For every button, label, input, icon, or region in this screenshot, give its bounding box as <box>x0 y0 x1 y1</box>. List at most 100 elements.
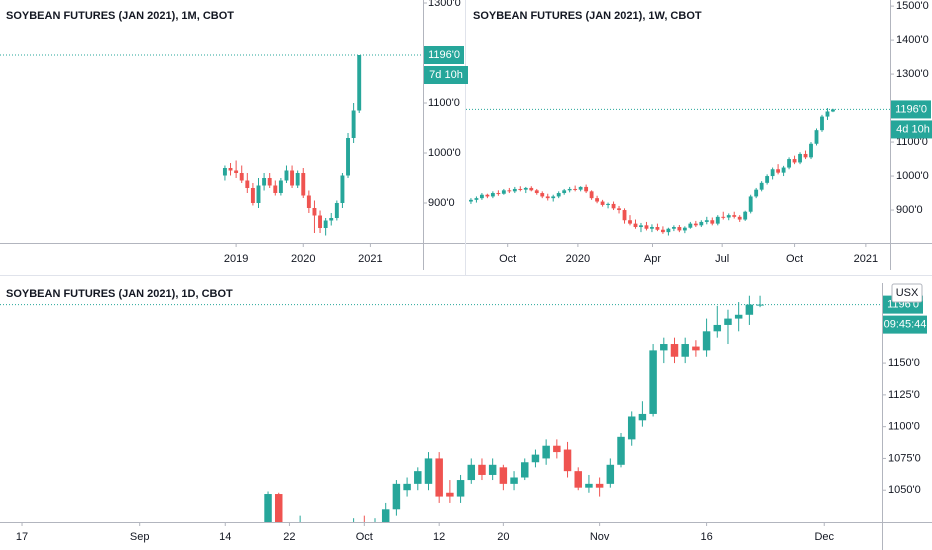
last-price-label: 1196'0 <box>428 49 460 61</box>
candle-body <box>831 109 835 112</box>
candle-body <box>787 159 791 168</box>
candle-body <box>732 215 737 217</box>
candle-body <box>584 186 589 192</box>
candle-body <box>469 199 473 202</box>
y-tick-label: 1500'0 <box>896 0 929 12</box>
candle-body <box>496 193 501 195</box>
y-tick-label: 900'0 <box>428 197 455 209</box>
candle-body <box>403 483 411 491</box>
candle-body <box>529 187 534 191</box>
y-tick-label: 1000'0 <box>896 170 929 182</box>
candle-body <box>715 216 720 224</box>
y-tick-label: 1000'0 <box>428 147 461 159</box>
candle-body <box>671 227 676 229</box>
candle-body <box>523 187 528 190</box>
x-tick-label: 2021 <box>358 253 382 265</box>
candle-body <box>688 223 693 228</box>
candle-body <box>638 413 647 421</box>
candle-body <box>726 215 731 218</box>
candle-body <box>681 344 689 357</box>
countdown-label: 7d 10h <box>429 69 463 81</box>
candle-body <box>567 188 572 191</box>
candle-body <box>660 344 668 351</box>
candle-body <box>540 193 545 197</box>
candle-body <box>776 169 781 173</box>
candle-body <box>809 143 813 158</box>
x-tick-label: 2021 <box>854 253 878 265</box>
candle-body <box>435 458 443 497</box>
y-tick-label: 900'0 <box>896 204 923 216</box>
x-tick-label: 2020 <box>566 253 590 265</box>
candle-body <box>499 467 508 484</box>
candle-body <box>585 483 593 488</box>
candle-body <box>273 185 278 193</box>
y-tick-label: 1050'0 <box>888 484 921 496</box>
candle-body <box>334 203 339 218</box>
candle-body <box>488 464 497 475</box>
candle-body <box>290 170 295 186</box>
candle-body <box>556 193 561 197</box>
x-tick-label: 2020 <box>291 253 315 265</box>
x-tick-label: 16 <box>700 531 712 543</box>
candle-body <box>765 176 770 183</box>
candle-body <box>759 182 764 190</box>
candle-body <box>542 445 550 459</box>
candle-body <box>295 173 300 186</box>
candle-body <box>611 203 616 209</box>
x-tick-label: Apr <box>644 253 661 265</box>
x-tick-label: Oct <box>356 531 373 543</box>
candle-body <box>346 138 350 176</box>
x-tick-label: Dec <box>814 531 834 543</box>
x-tick-label: Sep <box>130 531 150 543</box>
candle-body <box>446 492 454 497</box>
candle-body <box>239 173 244 181</box>
candle-body <box>521 462 529 478</box>
candle-body <box>666 228 671 233</box>
candle-body <box>660 229 665 233</box>
countdown-tag <box>891 120 932 139</box>
x-tick-label: 12 <box>433 531 445 543</box>
candle-body <box>734 314 743 319</box>
candle-body <box>467 464 476 481</box>
last-price-tag <box>424 46 464 64</box>
candle-body <box>479 194 484 199</box>
candle-body <box>562 190 567 194</box>
x-tick-label: Oct <box>786 253 803 265</box>
candle-body <box>770 169 775 177</box>
candle-body <box>312 208 317 216</box>
candle-body <box>262 178 267 186</box>
y-tick-label: 1400'0 <box>896 34 929 46</box>
candle-body <box>589 191 594 199</box>
candle-body <box>677 227 682 231</box>
candle-body <box>606 464 615 484</box>
candle-body <box>414 471 422 484</box>
candle-body <box>825 111 830 117</box>
candle-body <box>692 346 700 351</box>
y-tick-label: 1100'0 <box>428 97 460 109</box>
candle-body <box>512 188 517 192</box>
y-tick-label: 1300'0 <box>896 68 929 80</box>
candle-body <box>713 324 722 332</box>
candle-body <box>649 350 657 414</box>
unit-label: USX <box>896 287 919 299</box>
candle-body <box>357 55 362 111</box>
chart-title: SOYBEAN FUTURES (JAN 2021), 1D, CBOT <box>6 288 233 300</box>
candle-body <box>392 483 401 510</box>
candle-body <box>704 220 709 222</box>
candle-body <box>737 216 742 220</box>
candle-body <box>323 220 328 228</box>
candle-body <box>702 331 711 351</box>
unit-box <box>891 283 923 303</box>
candle-body <box>682 227 687 231</box>
candle-body <box>721 216 726 218</box>
candle-body <box>798 153 802 163</box>
candle-body <box>743 211 748 220</box>
candle-body <box>754 189 759 197</box>
candle-body <box>578 186 583 190</box>
candle-body <box>456 480 465 497</box>
candle-body <box>627 416 636 440</box>
candle-body <box>340 175 345 203</box>
candle-body <box>234 170 239 173</box>
last-price-tag <box>891 100 931 119</box>
